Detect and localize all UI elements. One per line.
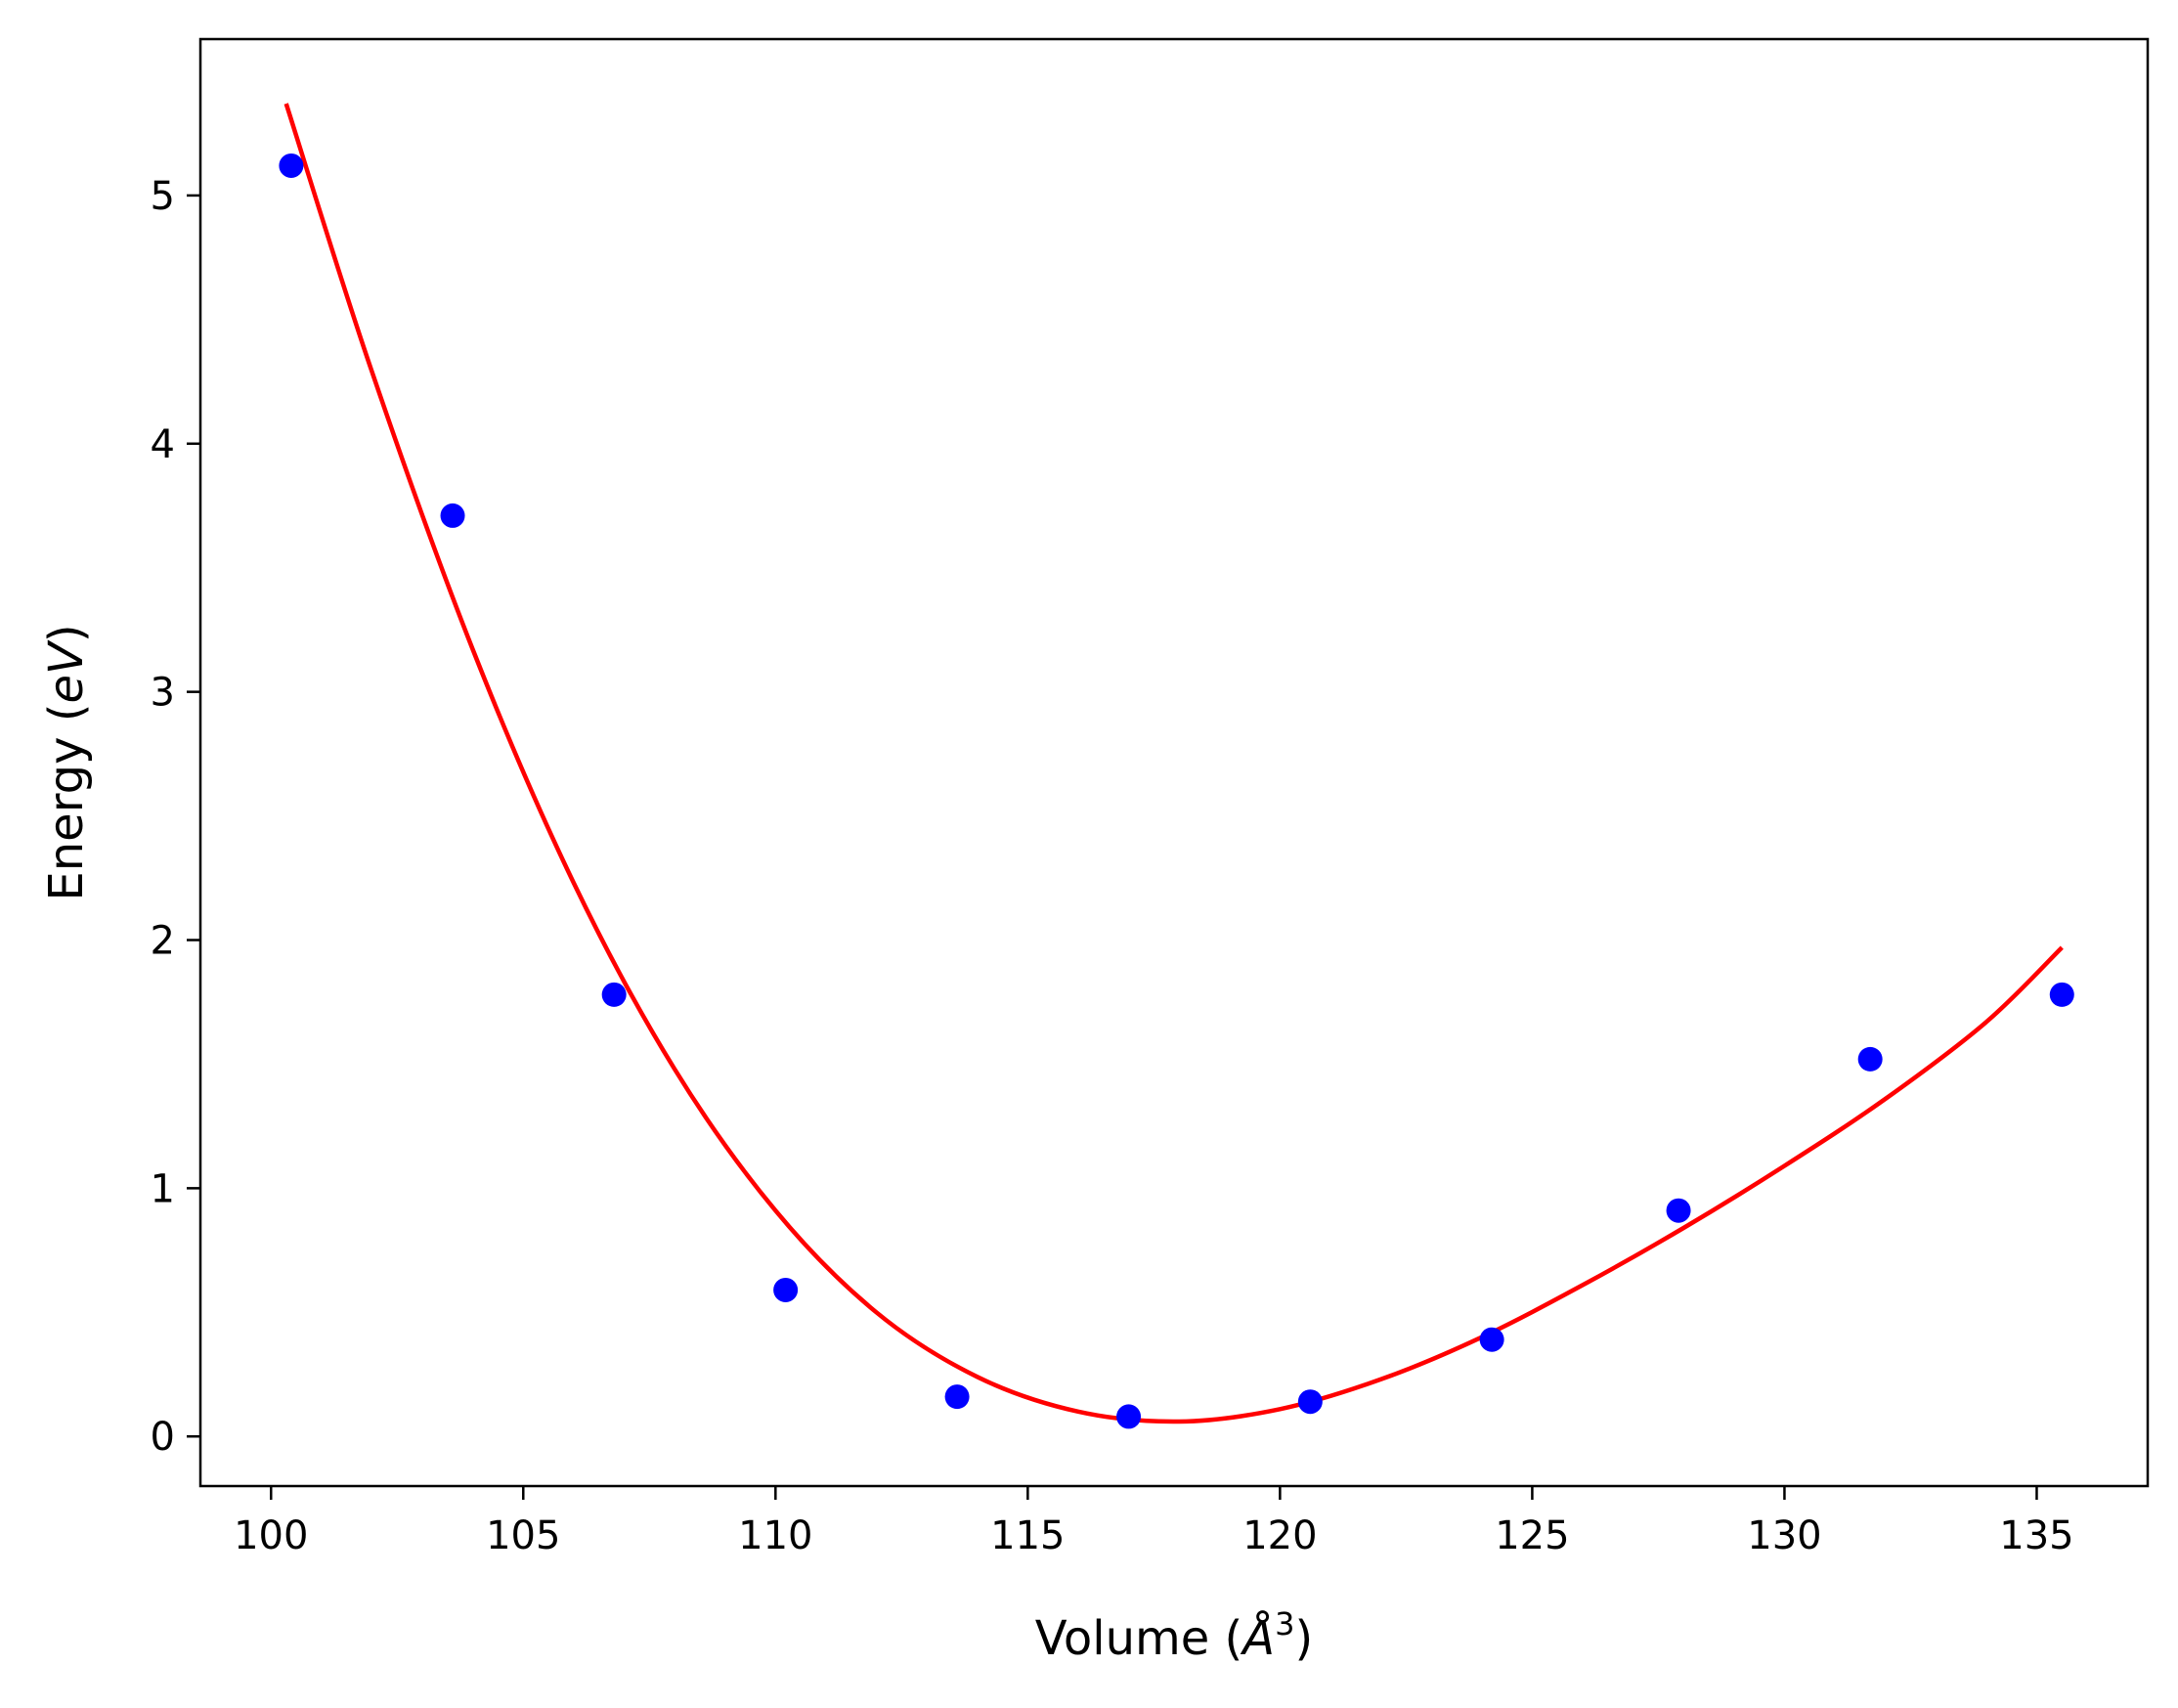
y-tick-label: 0 [151, 1415, 175, 1460]
x-tick-label: 130 [1747, 1513, 1821, 1558]
y-tick-label: 5 [151, 174, 175, 219]
fit-curve-line [283, 103, 2064, 1424]
data-point [1116, 1404, 1142, 1429]
x-axis-ticks: 100 105 110 115 120 125 130 135 [234, 1486, 2074, 1558]
fit-curve-layer [283, 103, 2064, 1424]
plot-frame [198, 37, 2150, 1488]
y-axis-title-text: Energy [39, 737, 94, 901]
y-tick-label: 2 [151, 919, 175, 964]
x-tick-label: 105 [486, 1513, 560, 1558]
y-axis-title: Energy (eV) [39, 624, 94, 900]
data-point [773, 1277, 799, 1302]
y-tick-label: 4 [151, 422, 175, 467]
data-point [1479, 1327, 1504, 1352]
y-tick-label: 3 [151, 671, 175, 716]
x-axis-unit: Å [1240, 1610, 1275, 1666]
y-axis-unit: eV [39, 639, 94, 704]
x-tick-label: 135 [1999, 1513, 2073, 1558]
data-point [1666, 1198, 1691, 1223]
data-point [1297, 1389, 1323, 1415]
data-point [2049, 982, 2074, 1007]
x-tick-label: 125 [1495, 1513, 1569, 1558]
x-axis-title: Volume (Å3) [1035, 1605, 1313, 1666]
data-point [279, 153, 304, 178]
x-tick-label: 110 [738, 1513, 812, 1558]
x-tick-label: 115 [990, 1513, 1065, 1558]
y-axis-ticks: 0 1 2 3 4 5 [151, 174, 200, 1460]
y-tick-label: 1 [151, 1166, 175, 1211]
data-points-layer [279, 153, 2074, 1429]
x-axis-unit-exponent: 3 [1275, 1605, 1294, 1642]
data-point [1857, 1046, 1883, 1072]
data-point [440, 503, 465, 528]
x-axis-title-text: Volume [1035, 1611, 1210, 1666]
x-tick-label: 100 [234, 1513, 308, 1558]
data-point [601, 982, 627, 1007]
x-tick-label: 120 [1242, 1513, 1317, 1558]
data-point [944, 1384, 970, 1410]
